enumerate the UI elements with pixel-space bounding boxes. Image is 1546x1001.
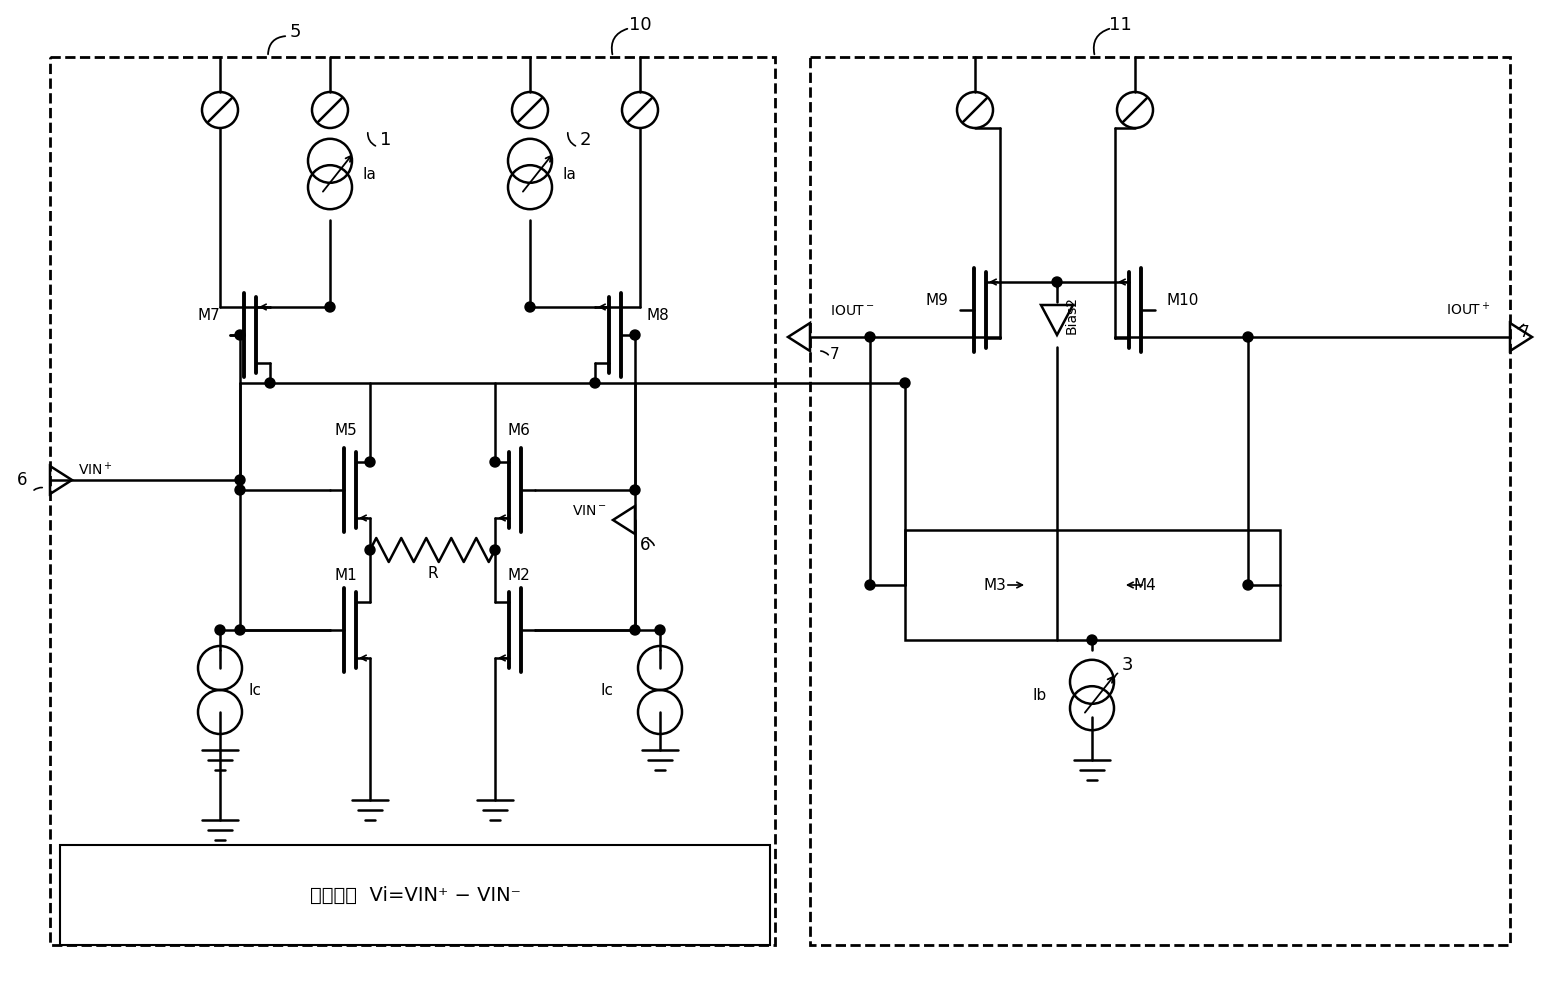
- Circle shape: [1087, 635, 1098, 645]
- Text: 2: 2: [580, 131, 592, 149]
- Text: 11: 11: [1108, 16, 1132, 34]
- Text: 7: 7: [830, 347, 839, 362]
- Text: Ic: Ic: [600, 683, 614, 698]
- Text: 7: 7: [1520, 325, 1529, 340]
- Text: Ib: Ib: [1033, 688, 1047, 703]
- Text: 6: 6: [17, 471, 28, 489]
- Text: M5: M5: [335, 423, 357, 438]
- Circle shape: [235, 330, 244, 340]
- Text: M10: M10: [1167, 293, 1200, 308]
- Circle shape: [631, 330, 640, 340]
- Text: 输入电压  Vi=VIN⁺ − VIN⁻: 输入电压 Vi=VIN⁺ − VIN⁻: [309, 886, 521, 905]
- Text: 3: 3: [1122, 656, 1133, 674]
- Bar: [60, 845, 770, 945]
- Circle shape: [656, 625, 665, 635]
- Text: IOUT$^+$: IOUT$^+$: [1446, 300, 1490, 318]
- Bar: [810, 57, 1510, 945]
- Circle shape: [365, 457, 376, 467]
- Text: 10: 10: [629, 16, 651, 34]
- Text: M8: M8: [646, 308, 669, 323]
- Text: R: R: [427, 566, 438, 581]
- Circle shape: [490, 457, 499, 467]
- Text: IOUT$^-$: IOUT$^-$: [830, 304, 875, 318]
- Text: Ic: Ic: [247, 683, 261, 698]
- Circle shape: [490, 545, 499, 555]
- Circle shape: [591, 378, 600, 388]
- Text: 1: 1: [380, 131, 391, 149]
- Circle shape: [1051, 277, 1062, 287]
- Circle shape: [264, 378, 275, 388]
- Circle shape: [631, 625, 640, 635]
- Circle shape: [1243, 332, 1252, 342]
- Circle shape: [526, 302, 535, 312]
- Text: 6: 6: [640, 536, 651, 554]
- Circle shape: [866, 580, 875, 590]
- Circle shape: [866, 332, 875, 342]
- Circle shape: [631, 485, 640, 495]
- Text: M3: M3: [983, 578, 1006, 593]
- Circle shape: [215, 625, 226, 635]
- Circle shape: [900, 378, 911, 388]
- Bar: [49, 57, 775, 945]
- Bar: [904, 530, 1280, 640]
- Text: M9: M9: [925, 293, 948, 308]
- Circle shape: [235, 475, 244, 485]
- Circle shape: [235, 625, 244, 635]
- Text: 5: 5: [289, 23, 301, 41]
- Text: M1: M1: [335, 568, 357, 583]
- Text: Ia: Ia: [362, 167, 376, 182]
- Circle shape: [1243, 580, 1252, 590]
- Text: Bias2: Bias2: [1065, 296, 1079, 334]
- Text: M2: M2: [507, 568, 530, 583]
- Text: VIN$^+$: VIN$^+$: [77, 460, 113, 478]
- Circle shape: [235, 485, 244, 495]
- Text: M7: M7: [198, 308, 220, 323]
- Text: M4: M4: [1133, 578, 1156, 593]
- Text: Ia: Ia: [563, 167, 575, 182]
- Circle shape: [365, 545, 376, 555]
- Text: M6: M6: [507, 423, 530, 438]
- Circle shape: [325, 302, 335, 312]
- Text: VIN$^-$: VIN$^-$: [572, 504, 608, 518]
